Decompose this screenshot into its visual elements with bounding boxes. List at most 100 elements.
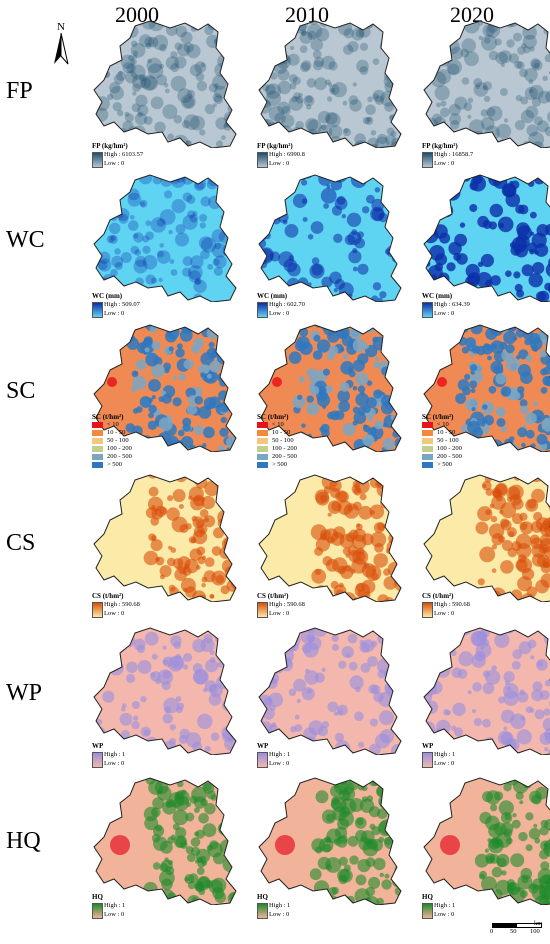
legend-low-label: Low : 0 (434, 911, 455, 918)
legend-class-label: < 10 (272, 421, 284, 428)
legend-class: 10 - 50 (257, 429, 377, 437)
legend-sc-2010: SC (t/hm²) < 10 10 - 50 50 - 100 100 - 200 20… (257, 413, 377, 469)
map-wp-2010 (255, 625, 405, 756)
legend-class-label: 50 - 100 (437, 437, 459, 444)
legend-class-label: 10 - 50 (437, 429, 456, 436)
legend-class: 200 - 500 (422, 453, 542, 461)
legend-high-label: High : 590.68 (104, 601, 140, 608)
legend-swatch (257, 446, 268, 452)
legend-gradient (422, 752, 433, 768)
legend-title: WC (mm) (422, 292, 453, 300)
legend-title: WP (422, 742, 434, 750)
legend-class-label: 100 - 200 (437, 445, 462, 452)
row-label-wc: WC (6, 227, 45, 253)
legend-wc-2020: WC (mm) High : 634.39 Low : 0 (422, 292, 542, 318)
legend-cs-2000: CS (t/hm²) High : 590.68 Low : 0 (92, 592, 212, 618)
legend-high-label: High : 1 (104, 751, 126, 758)
map-wp-2020 (420, 625, 550, 756)
legend-class: 50 - 100 (257, 437, 377, 445)
map-sc-2000 (90, 322, 240, 453)
legend-high-label: High : 1 (269, 902, 291, 909)
legend-gradient (92, 302, 103, 318)
legend-title: CS (t/hm²) (92, 592, 124, 600)
legend-swatch (422, 438, 433, 444)
legend-title: HQ (257, 893, 268, 901)
legend-class: > 500 (422, 461, 542, 469)
legend-hq-2020: HQ High : 1 Low : 0 (422, 893, 542, 919)
legend-class-label: 10 - 50 (272, 429, 291, 436)
legend-class-label: 200 - 500 (107, 453, 132, 460)
map-wc-2010 (255, 172, 405, 303)
legend-swatch (257, 422, 268, 428)
legend-swatch (422, 462, 433, 468)
legend-high-label: High : 509.07 (104, 301, 140, 308)
legend-class-label: 200 - 500 (437, 453, 462, 460)
legend-high-label: High : 6103.57 (104, 151, 144, 158)
legend-gradient (257, 302, 268, 318)
legend-high-label: High : 1 (434, 751, 456, 758)
legend-hq-2000: HQ High : 1 Low : 0 (92, 893, 212, 919)
legend-class: > 500 (92, 461, 212, 469)
legend-class-label: 100 - 200 (272, 445, 297, 452)
legend-gradient (422, 602, 433, 618)
legend-gradient (92, 152, 103, 168)
legend-class-label: > 500 (437, 461, 453, 468)
legend-title: HQ (92, 893, 103, 901)
legend-class: 200 - 500 (92, 453, 212, 461)
legend-swatch (422, 454, 433, 460)
legend-low-label: Low : 0 (434, 160, 455, 167)
map-fp-2020 (420, 18, 550, 149)
legend-title: SC (t/hm²) (257, 413, 289, 421)
legend-wp-2000: WP High : 1 Low : 0 (92, 742, 212, 768)
north-arrow-icon: N (50, 20, 72, 66)
legend-class-label: 200 - 500 (272, 453, 297, 460)
legend-title: CS (t/hm²) (257, 592, 289, 600)
legend-gradient (422, 152, 433, 168)
legend-title: SC (t/hm²) (92, 413, 124, 421)
legend-class: 100 - 200 (257, 445, 377, 453)
legend-class: 100 - 200 (422, 445, 542, 453)
legend-sc-2020: SC (t/hm²) < 10 10 - 50 50 - 100 100 - 200 20… (422, 413, 542, 469)
legend-low-label: Low : 0 (104, 610, 125, 617)
legend-low-label: Low : 0 (269, 760, 290, 767)
legend-fp-2020: FP (kg/hm²) High : 16858.7 Low : 0 (422, 142, 542, 168)
legend-low-label: Low : 0 (269, 310, 290, 317)
legend-wc-2000: WC (mm) High : 509.07 Low : 0 (92, 292, 212, 318)
map-cs-2000 (90, 472, 240, 603)
legend-cs-2020: CS (t/hm²) High : 590.68 Low : 0 (422, 592, 542, 618)
legend-low-label: Low : 0 (104, 310, 125, 317)
map-wp-2000 (90, 625, 240, 756)
map-hq-2000 (90, 775, 240, 906)
legend-title: CS (t/hm²) (422, 592, 454, 600)
legend-low-label: Low : 0 (104, 160, 125, 167)
legend-class-label: 50 - 100 (107, 437, 129, 444)
legend-gradient (92, 752, 103, 768)
legend-high-label: High : 6990.8 (269, 151, 305, 158)
legend-high-label: High : 634.39 (434, 301, 470, 308)
legend-class: < 10 (257, 421, 377, 429)
legend-title: WP (257, 742, 269, 750)
legend-swatch (92, 446, 103, 452)
row-label-fp: FP (6, 78, 33, 104)
legend-swatch (422, 446, 433, 452)
row-label-hq: HQ (6, 828, 41, 854)
legend-class-label: < 10 (107, 421, 119, 428)
north-label: N (57, 21, 65, 33)
legend-class: 100 - 200 (92, 445, 212, 453)
legend-low-label: Low : 0 (104, 911, 125, 918)
legend-gradient (257, 602, 268, 618)
legend-fp-2000: FP (kg/hm²) High : 6103.57 Low : 0 (92, 142, 212, 168)
scale-tick-100: 100 (530, 928, 540, 935)
legend-gradient (92, 903, 103, 919)
map-hq-2010 (255, 775, 405, 906)
legend-high-label: High : 1 (269, 751, 291, 758)
legend-cs-2010: CS (t/hm²) High : 590.68 Low : 0 (257, 592, 377, 618)
map-fp-2010 (255, 18, 405, 149)
legend-high-label: High : 590.68 (434, 601, 470, 608)
scale-tick-0: 0 (490, 928, 494, 935)
legend-swatch (92, 438, 103, 444)
legend-class: 50 - 100 (422, 437, 542, 445)
legend-class: 200 - 500 (257, 453, 377, 461)
legend-low-label: Low : 0 (269, 160, 290, 167)
legend-title: HQ (422, 893, 433, 901)
